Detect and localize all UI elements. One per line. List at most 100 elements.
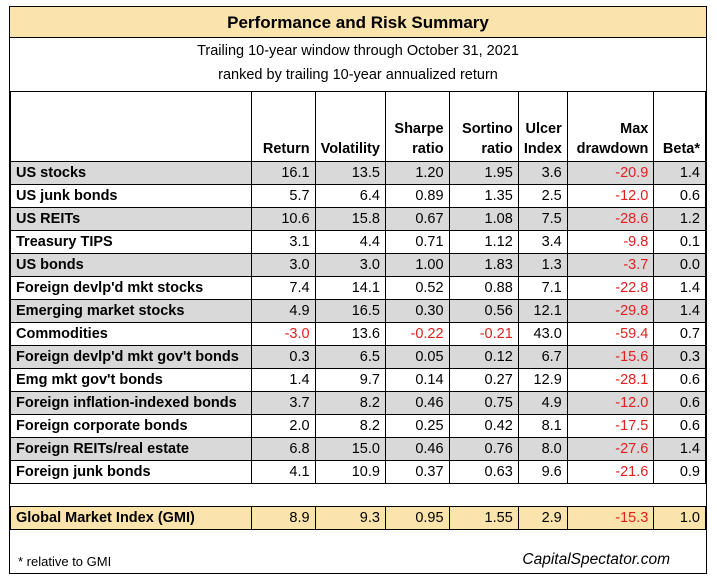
metric-cell: 1.3 bbox=[517, 253, 568, 277]
table-row: US REITs 10.6 15.8 0.67 1.08 7.5 -28.6 1.2 bbox=[9, 207, 706, 231]
metric-cell: 6.7 bbox=[517, 345, 568, 369]
metric-cell: 10.6 bbox=[251, 207, 316, 231]
metric-cell: 0.63 bbox=[448, 460, 519, 484]
metric-cell: 3.6 bbox=[517, 161, 568, 185]
metric-cell: 15.0 bbox=[314, 437, 386, 461]
asset-name: Emerging market stocks bbox=[9, 299, 253, 323]
metric-cell: 7.4 bbox=[251, 276, 316, 300]
metric-cell: 7.5 bbox=[517, 207, 568, 231]
metric-cell: -27.6 bbox=[566, 437, 655, 461]
metric-cell: -21.6 bbox=[566, 460, 655, 484]
asset-name: US junk bonds bbox=[9, 184, 253, 208]
metric-cell: 0.67 bbox=[384, 207, 450, 231]
asset-name: US REITs bbox=[9, 207, 253, 231]
metric-cell: 3.0 bbox=[314, 253, 386, 277]
metric-cell: 0.05 bbox=[384, 345, 450, 369]
column-header-line2: Index bbox=[523, 141, 562, 157]
table-row: Treasury TIPS 3.1 4.4 0.71 1.12 3.4 -9.8 0.1 bbox=[9, 230, 706, 254]
metric-cell: 1.2 bbox=[653, 207, 706, 231]
metric-cell: -28.6 bbox=[566, 207, 655, 231]
metric-cell: 0.52 bbox=[384, 276, 450, 300]
metric-cell: 2.9 bbox=[517, 506, 568, 530]
metric-cell: 6.4 bbox=[314, 184, 386, 208]
asset-name: Global Market Index (GMI) bbox=[9, 506, 253, 530]
column-header-line1 bbox=[321, 119, 380, 139]
table-row: Foreign devlp'd mkt stocks 7.4 14.1 0.52 0.8… bbox=[9, 276, 706, 300]
column-header-line1: Ulcer bbox=[525, 121, 562, 137]
column-header: Return bbox=[251, 91, 316, 162]
column-header-line2: Beta* bbox=[662, 141, 700, 157]
metric-cell: 9.6 bbox=[517, 460, 568, 484]
metric-cell: 0.89 bbox=[384, 184, 450, 208]
column-header: Sortino ratio bbox=[448, 91, 519, 162]
metric-cell: 1.55 bbox=[448, 506, 519, 530]
metric-cell: 0.3 bbox=[251, 345, 316, 369]
metric-cell: 13.5 bbox=[314, 161, 386, 185]
metric-cell: 0.76 bbox=[448, 437, 519, 461]
subtitle-ranking: ranked by trailing 10-year annualized re… bbox=[218, 67, 498, 83]
column-header-line2: ratio bbox=[412, 141, 444, 157]
metric-cell: -12.0 bbox=[566, 391, 655, 415]
table-row: US junk bonds 5.7 6.4 0.89 1.35 2.5 -12.0 0.6 bbox=[9, 184, 706, 208]
metric-cell: -15.3 bbox=[566, 506, 655, 530]
metric-cell: -3.7 bbox=[566, 253, 655, 277]
metric-cell: 4.4 bbox=[314, 230, 386, 254]
metric-cell: 0.75 bbox=[448, 391, 519, 415]
table-row: Emerging market stocks 4.9 16.5 0.30 0.56 12.… bbox=[9, 299, 706, 323]
metric-cell: 0.6 bbox=[653, 414, 706, 438]
metric-cell: 3.4 bbox=[517, 230, 568, 254]
table-row: Foreign REITs/real estate 6.8 15.0 0.46 0.76… bbox=[9, 437, 706, 461]
metric-cell: 0.88 bbox=[448, 276, 519, 300]
asset-name: Foreign junk bonds bbox=[9, 460, 253, 484]
table-row: Emg mkt gov't bonds 1.4 9.7 0.14 0.27 12.9 -28… bbox=[9, 368, 706, 392]
table-row: Commodities -3.0 13.6 -0.22 -0.21 43.0 -59.4 0.… bbox=[9, 322, 706, 346]
metric-cell: 0.42 bbox=[448, 414, 519, 438]
metric-cell: 43.0 bbox=[517, 322, 568, 346]
metric-cell: 1.4 bbox=[653, 437, 706, 461]
metric-cell: -0.22 bbox=[384, 322, 450, 346]
asset-name: Foreign devlp'd mkt stocks bbox=[9, 276, 253, 300]
metric-cell: 6.5 bbox=[314, 345, 386, 369]
metric-cell: 3.7 bbox=[251, 391, 316, 415]
metric-cell: 1.4 bbox=[251, 368, 316, 392]
column-header-line1: Sortino bbox=[462, 121, 513, 137]
metric-cell: 3.0 bbox=[251, 253, 316, 277]
asset-name: Foreign REITs/real estate bbox=[9, 437, 253, 461]
metric-cell: -59.4 bbox=[566, 322, 655, 346]
metric-cell: 8.0 bbox=[517, 437, 568, 461]
metric-cell: 15.8 bbox=[314, 207, 386, 231]
metric-cell: 0.0 bbox=[653, 253, 706, 277]
metric-cell: 0.71 bbox=[384, 230, 450, 254]
metric-cell: 2.0 bbox=[251, 414, 316, 438]
metric-cell: 0.7 bbox=[653, 322, 706, 346]
metric-cell: 0.6 bbox=[653, 184, 706, 208]
column-header-line1: Max bbox=[620, 121, 649, 137]
metric-cell: 0.56 bbox=[448, 299, 519, 323]
performance-table: Return Volatility Sharpe ratio Sortino ratio… bbox=[9, 91, 706, 530]
asset-name: US bonds bbox=[9, 253, 253, 277]
metric-cell: 9.7 bbox=[314, 368, 386, 392]
column-header-line1: Sharpe bbox=[394, 121, 444, 137]
metric-cell: 0.25 bbox=[384, 414, 450, 438]
metric-cell: 1.00 bbox=[384, 253, 450, 277]
metric-cell: 14.1 bbox=[314, 276, 386, 300]
metric-cell: 0.30 bbox=[384, 299, 450, 323]
column-header-line1 bbox=[257, 119, 309, 139]
metric-cell: 1.83 bbox=[448, 253, 519, 277]
metric-cell: 8.9 bbox=[251, 506, 316, 530]
column-header-line1 bbox=[659, 119, 700, 139]
metric-cell: 13.6 bbox=[314, 322, 386, 346]
metric-cell: 16.1 bbox=[251, 161, 316, 185]
asset-name: Emg mkt gov't bonds bbox=[9, 368, 253, 392]
page-title: Performance and Risk Summary bbox=[10, 7, 706, 38]
asset-name: Treasury TIPS bbox=[9, 230, 253, 254]
column-header: Volatility bbox=[314, 91, 386, 162]
metric-cell: -29.8 bbox=[566, 299, 655, 323]
metric-cell: 1.4 bbox=[653, 161, 706, 185]
metric-cell: 1.4 bbox=[653, 276, 706, 300]
metric-cell: 0.27 bbox=[448, 368, 519, 392]
metric-cell: 4.1 bbox=[251, 460, 316, 484]
metric-cell: 0.12 bbox=[448, 345, 519, 369]
metric-cell: -17.5 bbox=[566, 414, 655, 438]
metric-cell: 1.12 bbox=[448, 230, 519, 254]
